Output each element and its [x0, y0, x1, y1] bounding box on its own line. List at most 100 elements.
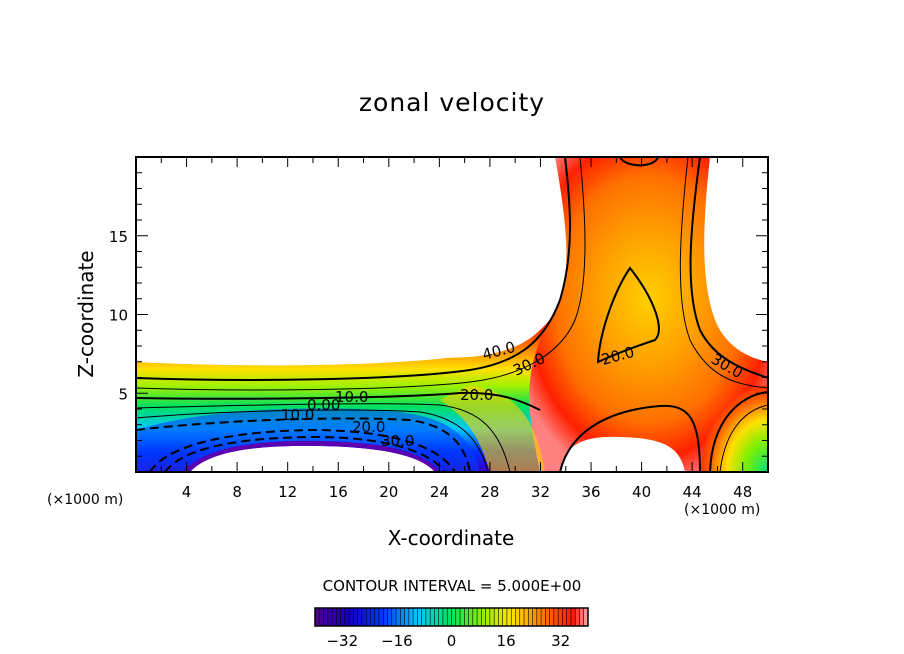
colorbar-swatch — [549, 608, 555, 626]
colorbar-swatch — [583, 608, 589, 626]
contour-line — [136, 403, 511, 472]
colorbar-tick-label: 32 — [551, 632, 570, 650]
colorbar-swatch — [353, 608, 358, 626]
colorbar-swatch — [494, 608, 499, 626]
colorbar-swatch — [460, 608, 465, 626]
contour-fill — [136, 157, 768, 472]
contour-line — [136, 157, 586, 391]
contour-lines — [136, 157, 768, 472]
x-tick-label: 32 — [531, 483, 550, 501]
colorbar-swatch — [579, 608, 585, 626]
x-tick-label: 28 — [480, 483, 499, 501]
white-region-bottom-left — [190, 445, 435, 472]
y-tick-label: 10 — [109, 307, 128, 325]
colorbar-swatch — [383, 608, 388, 626]
colorbar-swatch — [558, 608, 563, 626]
colorbar-swatch — [519, 608, 525, 626]
fill-column — [529, 157, 768, 472]
colorbar-swatch — [434, 608, 440, 626]
contour-line — [619, 157, 659, 167]
colorbar-tick-label: 16 — [497, 632, 516, 650]
colorbar-swatch — [340, 608, 346, 626]
contour-label: 10.0 — [281, 406, 314, 424]
y-tick-label: 15 — [109, 228, 128, 246]
colorbar-swatch — [344, 608, 350, 626]
colorbar-swatch — [485, 608, 491, 626]
colorbar-swatch — [387, 608, 393, 626]
x-tick-label: 36 — [581, 483, 600, 501]
colorbar-swatch — [323, 608, 329, 626]
colorbar: −32 −16 0 16 32 — [314, 607, 589, 650]
x-axis-label: X-coordinate — [387, 526, 515, 550]
colorbar-swatch — [430, 608, 435, 626]
colorbar-swatch — [378, 608, 384, 626]
y-tick-label: 5 — [118, 385, 128, 403]
colorbar-swatch — [425, 608, 431, 626]
colorbar-frame — [314, 607, 589, 627]
colorbar-swatch — [332, 608, 337, 626]
x-tick-label: 48 — [733, 483, 752, 501]
colorbar-swatch — [515, 608, 521, 626]
colorbar-swatch — [357, 608, 363, 626]
colorbar-swatch — [319, 608, 324, 626]
colorbar-swatch — [421, 608, 427, 626]
colorbar-swatch — [528, 608, 533, 626]
x-unit-label-right: (×1000 m) — [684, 502, 761, 518]
colorbar-swatch — [532, 608, 538, 626]
colorbar-swatch — [498, 608, 503, 626]
colorbar-swatch — [536, 608, 542, 626]
contour-line — [596, 266, 660, 364]
colorbar-swatch — [417, 608, 422, 626]
x-unit-label-left: (×1000 m) — [47, 492, 124, 508]
colorbar-swatch — [451, 608, 457, 626]
x-tick-label: 44 — [683, 483, 702, 501]
colorbar-swatch — [349, 608, 354, 626]
colorbar-swatch — [570, 608, 576, 626]
contour-line — [136, 157, 571, 381]
colorbar-swatch — [327, 608, 333, 626]
chart-title: zonal velocity — [358, 88, 546, 117]
x-tick-label: 16 — [329, 483, 348, 501]
colorbar-swatch — [575, 608, 580, 626]
contour-interval-label: CONTOUR INTERVAL = 5.000E+00 — [322, 577, 582, 595]
colorbar-tick-label: 0 — [447, 632, 457, 650]
colorbar-swatch — [502, 608, 508, 626]
contour-label: 10.0 — [335, 388, 368, 406]
colorbar-swatch — [566, 608, 572, 626]
colorbar-swatch — [315, 608, 320, 626]
x-tick-label: 4 — [182, 483, 192, 501]
colorbar-swatch — [464, 608, 469, 626]
colorbar-swatch — [455, 608, 461, 626]
x-tick-label: 24 — [430, 483, 449, 501]
contour-label: 30.0 — [381, 432, 414, 450]
contour-line — [136, 417, 471, 472]
colorbar-swatch — [361, 608, 367, 626]
white-region-top-left — [136, 157, 567, 362]
contour-line — [164, 435, 446, 472]
colorbar-swatch — [438, 608, 444, 626]
colorbar-swatch — [336, 608, 341, 626]
fill-mid-yellow — [440, 385, 545, 472]
x-tick-label: 12 — [278, 483, 297, 501]
purple-rim — [183, 440, 440, 472]
contour-line — [136, 409, 489, 472]
colorbar-swatch — [374, 608, 380, 626]
colorbar-swatch — [562, 608, 567, 626]
contour-line — [709, 391, 768, 472]
colorbar-swatch — [524, 608, 529, 626]
contour-line — [559, 404, 701, 472]
contour-label: 20.0 — [352, 418, 385, 436]
colorbar-swatch — [481, 608, 486, 626]
x-tick-label: 40 — [632, 483, 651, 501]
white-region-top-right — [704, 157, 768, 360]
colorbar-swatch — [396, 608, 401, 626]
colorbar-swatch — [468, 608, 474, 626]
colorbar-tick-label: −16 — [381, 632, 413, 650]
colorbar-swatch — [545, 608, 550, 626]
colorbar-swatch — [489, 608, 495, 626]
colorbar-tick-label: −32 — [326, 632, 358, 650]
colorbar-swatch — [408, 608, 414, 626]
contour-line — [679, 157, 768, 389]
